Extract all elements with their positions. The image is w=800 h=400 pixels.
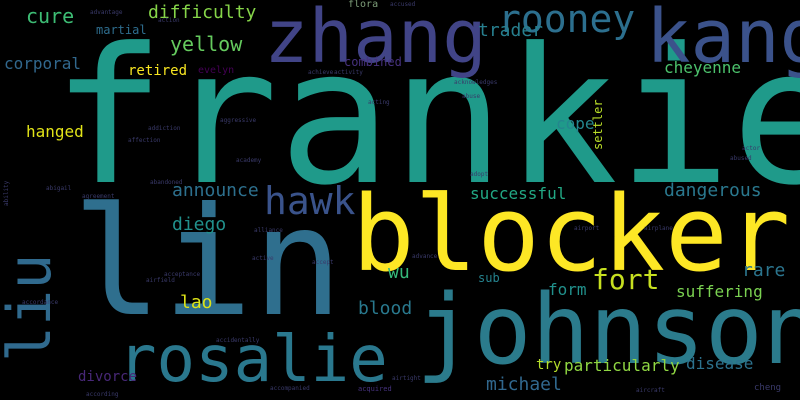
word-according: according xyxy=(86,391,119,398)
word-evelyn: evelyn xyxy=(198,65,235,76)
word-lin: lin xyxy=(72,176,343,350)
word-rosalie: rosalie xyxy=(118,323,388,397)
word-acting: acting xyxy=(368,99,390,106)
word-flora: flora xyxy=(348,0,379,10)
word-rare: rare xyxy=(742,260,786,281)
word-ability: ability xyxy=(3,180,10,206)
word-frankie: frankie xyxy=(52,8,800,227)
word-zhang: zhang xyxy=(264,0,487,80)
word-settler: settler xyxy=(591,99,605,150)
word-agreement: agreement xyxy=(82,193,115,200)
word-abigail: abigail xyxy=(46,185,72,192)
word-yellow: yellow xyxy=(170,32,243,56)
word-cure: cure xyxy=(26,4,75,28)
word-michael: michael xyxy=(486,374,562,395)
word-dangerous: dangerous xyxy=(664,180,762,201)
word-advance: advance xyxy=(412,253,438,260)
word-blood: blood xyxy=(358,298,413,319)
word-blocker: blocker xyxy=(352,173,791,295)
word-affection: affection xyxy=(128,137,161,144)
word-johnson: johnson xyxy=(416,274,800,386)
word-form: form xyxy=(548,280,587,299)
word-try: try xyxy=(536,357,562,373)
word-sub: sub xyxy=(478,271,500,285)
word-trader: trader xyxy=(478,20,544,41)
word-airplane: airplane xyxy=(644,225,673,232)
word-cope: cope xyxy=(556,114,595,133)
word-corporal: corporal xyxy=(4,54,82,73)
word-successful: successful xyxy=(470,184,567,203)
word-airfield: airfield xyxy=(146,277,175,284)
word-action: action xyxy=(158,17,180,24)
word-cheyenne: cheyenne xyxy=(664,58,742,77)
word-cheng: cheng xyxy=(754,383,782,393)
word-particularly: particularly xyxy=(564,356,680,375)
word-accordance: accordance xyxy=(22,299,59,306)
word-accept: accept xyxy=(312,259,334,266)
word-acquired: acquired xyxy=(358,385,392,393)
word-accidentally: accidentally xyxy=(216,337,260,344)
word-alliance: alliance xyxy=(254,227,283,234)
word-wu: wu xyxy=(388,262,410,283)
word-difficulty: difficulty xyxy=(148,2,257,23)
word-adopt: adopt xyxy=(470,171,489,178)
word-liu: liu xyxy=(0,253,65,362)
word-kang: kang xyxy=(646,0,800,80)
word-aggressive: aggressive xyxy=(220,117,257,124)
word-abuse: abuse xyxy=(462,93,481,100)
word-rooney: rooney xyxy=(498,0,636,41)
word-airport: airport xyxy=(574,225,600,232)
word-accused: accused xyxy=(390,1,416,8)
word-academy: academy xyxy=(236,157,262,164)
word-active: active xyxy=(252,255,274,262)
word-acknowledges: acknowledges xyxy=(454,79,498,86)
word-accompanied: accompanied xyxy=(270,385,310,392)
word-lao: lao xyxy=(180,292,213,313)
word-divorce: divorce xyxy=(78,369,138,385)
word-martial: martial xyxy=(96,23,147,37)
word-suffering: suffering xyxy=(676,282,763,301)
word-actor: actor xyxy=(742,145,761,152)
word-abandoned: abandoned xyxy=(150,179,183,186)
word-aircraft: aircraft xyxy=(636,387,665,394)
word-diego: diego xyxy=(172,214,227,235)
word-activity: activity xyxy=(334,69,363,76)
word-fort: fort xyxy=(592,263,660,296)
word-airtight: airtight xyxy=(392,375,421,382)
word-retired: retired xyxy=(128,63,188,79)
word-disease: disease xyxy=(686,354,754,373)
word-hawk: hawk xyxy=(264,179,356,223)
word-abused: abused xyxy=(730,155,752,162)
word-acceptance: acceptance xyxy=(164,271,201,278)
word-announce: announce xyxy=(172,180,259,201)
word-combined: combined xyxy=(344,55,402,69)
word-achieve: achieve xyxy=(308,69,334,76)
word-hanged: hanged xyxy=(26,122,84,141)
word-advantage: advantage xyxy=(90,9,123,16)
word-addiction: addiction xyxy=(148,125,181,132)
